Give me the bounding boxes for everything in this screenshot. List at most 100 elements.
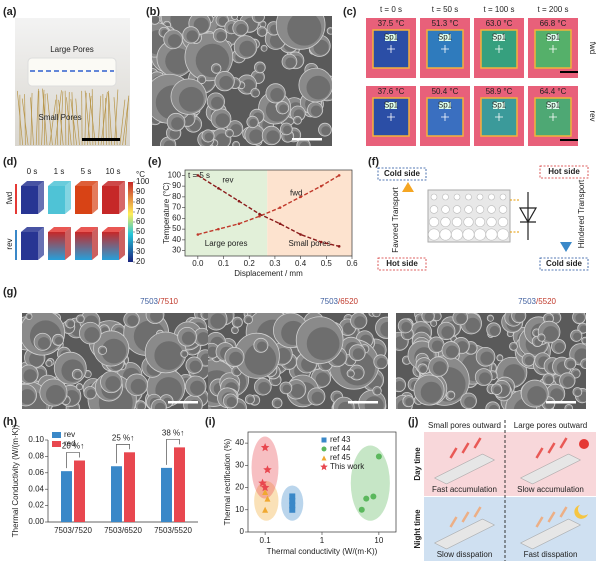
point bbox=[337, 174, 341, 177]
point bbox=[237, 222, 241, 226]
legend-label: rev bbox=[64, 430, 75, 439]
x-axis-label: Displacement / mm bbox=[234, 269, 303, 278]
pore-shade bbox=[252, 90, 259, 97]
grass bbox=[30, 97, 34, 146]
y-axis-label: Thermal Conductivity (W/(m·K)) bbox=[11, 424, 20, 537]
time: 1 s bbox=[54, 167, 65, 176]
y-tick-label: 60 bbox=[172, 213, 181, 222]
pore-shade bbox=[229, 351, 243, 366]
grass bbox=[46, 93, 53, 146]
bar bbox=[61, 471, 72, 522]
y-tick-label: 0.00 bbox=[28, 517, 44, 526]
bracket bbox=[166, 439, 180, 465]
point bbox=[299, 195, 302, 199]
pore-shade bbox=[213, 65, 221, 73]
cube-side bbox=[65, 227, 71, 260]
pore bbox=[486, 216, 497, 228]
caption: Fast disspation bbox=[524, 550, 578, 559]
bar bbox=[161, 467, 172, 522]
pore-shade bbox=[285, 57, 296, 68]
panel-label: (e) bbox=[148, 156, 162, 168]
cube-side bbox=[38, 181, 44, 214]
pore bbox=[430, 193, 438, 201]
scale-bar bbox=[348, 401, 378, 404]
pore-shade bbox=[488, 316, 493, 321]
crosshair bbox=[495, 45, 503, 53]
y-tick-label: 10 bbox=[235, 505, 244, 514]
pore-shade bbox=[137, 403, 145, 409]
sample bbox=[27, 57, 117, 87]
point bbox=[337, 245, 341, 248]
legend-label: ref 43 bbox=[330, 435, 351, 444]
side-label: Hot side bbox=[548, 167, 580, 176]
pore-shade bbox=[352, 348, 365, 360]
colorbar-label: 20 bbox=[136, 257, 145, 266]
legend-label: This work bbox=[330, 462, 365, 471]
crosshair bbox=[549, 113, 557, 121]
pore-shade bbox=[583, 338, 586, 344]
pore-shade bbox=[493, 386, 502, 394]
point bbox=[289, 502, 296, 509]
point bbox=[196, 233, 200, 236]
bar bbox=[74, 460, 85, 522]
x-tick-label: 7503/5520 bbox=[154, 526, 192, 535]
pore-shade bbox=[258, 382, 271, 394]
time: 5 s bbox=[81, 167, 92, 176]
pore-shade bbox=[261, 22, 266, 27]
cube bbox=[21, 232, 38, 260]
pore-shade bbox=[524, 356, 534, 366]
pore-shade bbox=[239, 83, 245, 89]
sem-title: 7503/6520 bbox=[320, 297, 358, 306]
pore-shade bbox=[169, 128, 180, 140]
label: Small Pores bbox=[38, 113, 81, 122]
pore-shade bbox=[86, 389, 96, 398]
pore-shade bbox=[47, 361, 52, 366]
scale-bar bbox=[82, 138, 120, 141]
sem-image bbox=[396, 313, 586, 409]
connector bbox=[510, 199, 520, 233]
arrow-label: Hindered Transport bbox=[577, 179, 586, 248]
spot: Sp1 bbox=[384, 101, 399, 110]
panel-label: (a) bbox=[3, 6, 17, 18]
grass bbox=[70, 99, 78, 146]
pore-shade bbox=[199, 77, 206, 84]
arrowhead bbox=[560, 242, 572, 252]
cube-top bbox=[21, 181, 44, 186]
cube bbox=[75, 186, 92, 214]
cube-side bbox=[92, 227, 98, 260]
pore-shade bbox=[574, 389, 582, 396]
y-tick-label: 0.06 bbox=[28, 468, 44, 477]
pore bbox=[487, 205, 496, 214]
pore-shade bbox=[348, 371, 354, 377]
sun bbox=[579, 439, 589, 449]
pore-shade bbox=[259, 28, 267, 36]
title-part: /5520 bbox=[536, 297, 557, 306]
grass bbox=[105, 98, 107, 146]
caption: Fast accumulation bbox=[432, 485, 497, 494]
side-box bbox=[377, 167, 427, 181]
y-tick-label: 0.04 bbox=[28, 484, 44, 493]
grass bbox=[102, 93, 105, 146]
cube-top bbox=[21, 227, 44, 232]
region bbox=[267, 170, 352, 256]
pore bbox=[451, 216, 463, 228]
grass bbox=[113, 97, 118, 146]
x-tick-label: 0.1 bbox=[260, 536, 272, 545]
pore bbox=[452, 205, 462, 214]
x-tick-label: 10 bbox=[374, 536, 383, 545]
pore-shade bbox=[380, 321, 388, 337]
pore-shade bbox=[254, 16, 264, 22]
panel-block bbox=[433, 518, 496, 550]
grass bbox=[108, 93, 110, 146]
legend-marker bbox=[320, 463, 328, 471]
scale-bar bbox=[560, 139, 578, 141]
pore-shade bbox=[480, 351, 494, 365]
crosshair bbox=[441, 45, 449, 53]
pore-shade bbox=[74, 371, 82, 379]
grass bbox=[64, 90, 67, 146]
annotation: 38 %↑ bbox=[162, 428, 184, 437]
pore-shade bbox=[432, 361, 447, 376]
region-label: Small pores bbox=[288, 239, 330, 248]
y-tick-label: 20 bbox=[235, 483, 244, 492]
grass bbox=[119, 99, 126, 146]
